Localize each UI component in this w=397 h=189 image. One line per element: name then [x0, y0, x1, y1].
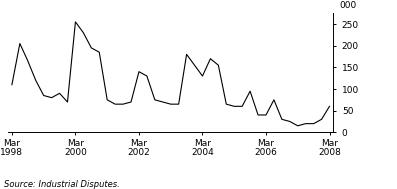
Text: 000: 000 — [339, 2, 356, 10]
Text: Source: Industrial Disputes.: Source: Industrial Disputes. — [4, 180, 120, 189]
